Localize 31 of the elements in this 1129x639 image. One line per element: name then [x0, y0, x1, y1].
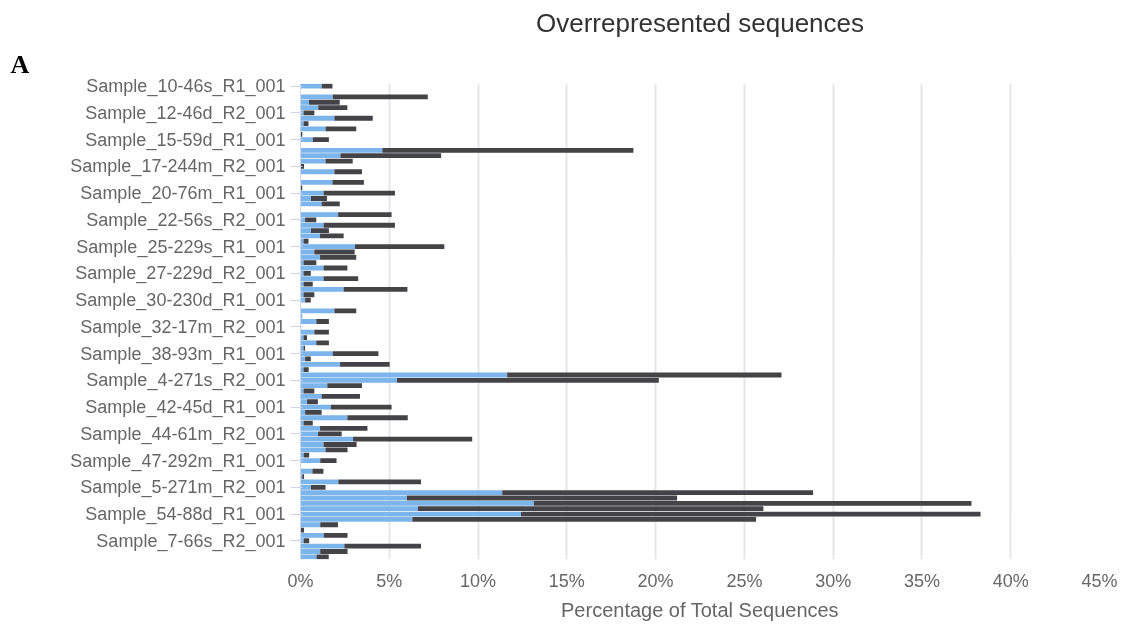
- y-tick-label: Sample_32-17m_R2_001: [80, 316, 286, 338]
- x-tick-label: 10%: [460, 570, 497, 591]
- x-tick-label: 15%: [548, 570, 585, 591]
- y-tick-label: Sample_22-56s_R2_001: [86, 209, 286, 231]
- y-tick-label: Sample_4-271s_R2_001: [86, 370, 286, 392]
- x-tick-label: 0%: [287, 570, 314, 591]
- y-tick-label: Sample_10-46s_R1_001: [86, 76, 286, 98]
- text: A: [10, 49, 30, 79]
- x-tick-label: 40%: [992, 570, 1029, 591]
- y-tick-label: Sample_54-88d_R1_001: [85, 504, 286, 526]
- x-tick-label: 45%: [1081, 570, 1118, 591]
- y-tick-label: Sample_12-46d_R2_001: [85, 102, 286, 124]
- y-tick-label: Sample_7-66s_R2_001: [96, 530, 286, 552]
- y-tick-label: Sample_47-292m_R1_001: [70, 450, 286, 472]
- chart-title: Overrepresented sequences: [535, 7, 865, 38]
- x-tick-label: 30%: [815, 570, 852, 591]
- y-tick-label: Sample_17-244m_R2_001: [70, 156, 286, 178]
- x-axis-title: Percentage of Total Sequences: [561, 598, 839, 621]
- y-tick-label: Sample_30-230d_R1_001: [75, 290, 286, 312]
- y-tick-label: Sample_15-59d_R1_001: [85, 129, 286, 151]
- y-tick-label: Sample_5-271m_R2_001: [80, 477, 286, 499]
- x-tick-label: 5%: [376, 570, 403, 591]
- x-tick-label: 20%: [637, 570, 674, 591]
- x-tick-label: 25%: [726, 570, 763, 591]
- y-tick-label: Sample_44-61m_R2_001: [80, 423, 286, 445]
- y-tick-label: Sample_25-229s_R1_001: [76, 236, 286, 258]
- y-tick-label: Sample_42-45d_R1_001: [85, 397, 286, 419]
- y-tick-label: Sample_20-76m_R1_001: [80, 183, 286, 205]
- y-tick-label: Sample_27-229d_R2_001: [75, 263, 286, 285]
- x-tick-label: 35%: [903, 570, 940, 591]
- y-tick-label: Sample_38-93m_R1_001: [80, 343, 286, 365]
